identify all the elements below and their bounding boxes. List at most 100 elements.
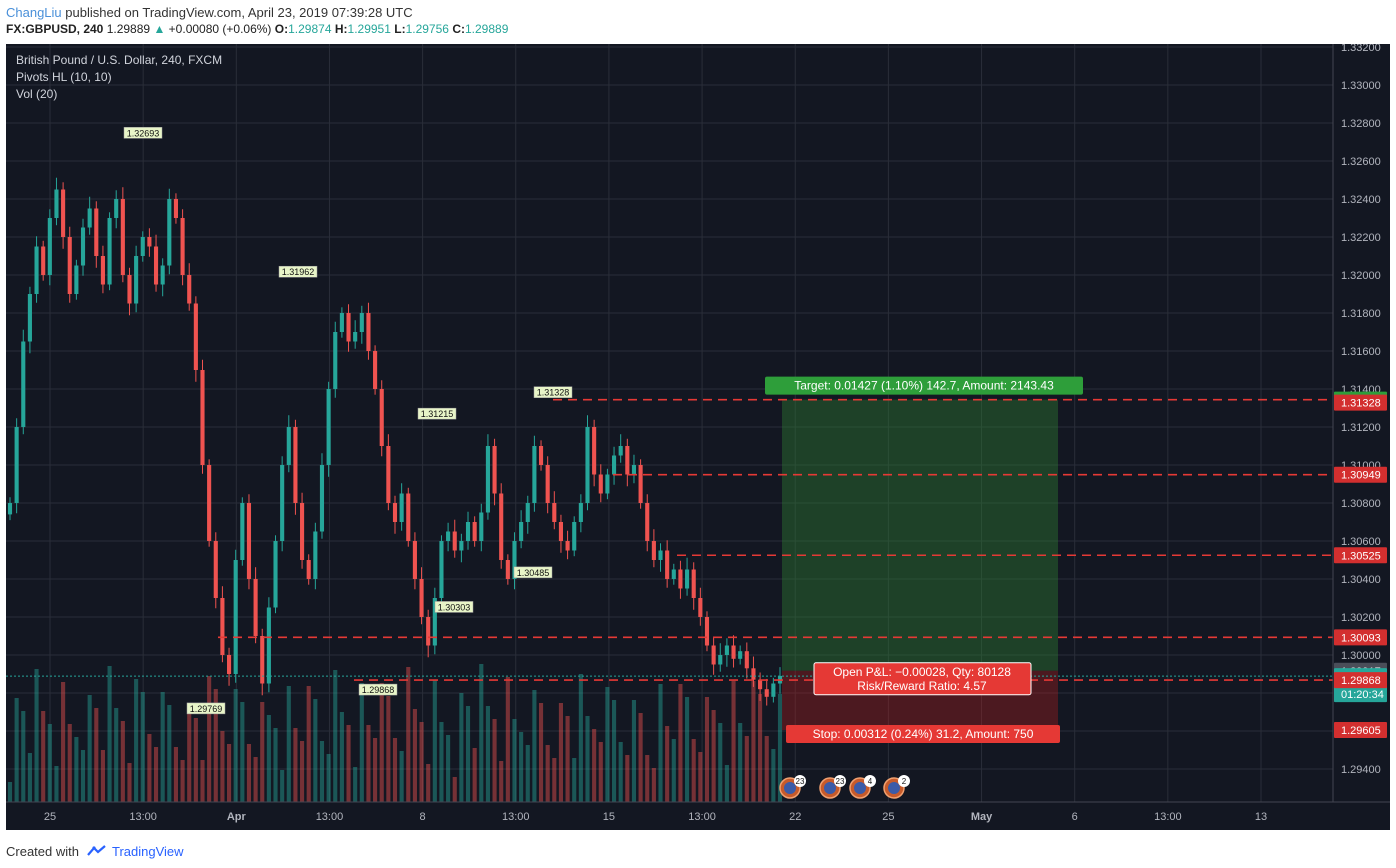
publish-text: published on TradingView.com, April 23, … [61, 5, 413, 20]
candle-body [465, 522, 471, 541]
pivot-label-bg [358, 683, 398, 696]
volume-bar [386, 696, 391, 802]
candle-body [764, 689, 769, 697]
candle-body [678, 569, 683, 589]
candle-body [34, 246, 39, 294]
candle-body [306, 560, 311, 579]
candle-body [492, 446, 497, 494]
candle-body [771, 683, 776, 697]
author-link[interactable]: ChangLiu [6, 5, 62, 20]
volume-bar [61, 682, 66, 802]
volume-bar [359, 683, 364, 802]
candle-body [645, 503, 650, 541]
chart-area[interactable]: 1.32693 1.31962 1.31215 1.31328 1.30485 1.303… [6, 42, 1390, 830]
candle-body [691, 569, 696, 598]
volume-bar [379, 683, 384, 802]
volume-bar [233, 689, 238, 802]
us-flag-event-icon [824, 782, 836, 794]
volume-bar [246, 744, 252, 802]
volume-bar [638, 713, 643, 802]
candle-body [592, 427, 597, 475]
volume-bar [585, 716, 590, 802]
volume-bar [439, 722, 444, 802]
ohlc-line: FX:GBPUSD, 240 1.29889 ▲ +0.00080 (+0.06… [6, 22, 508, 36]
candle-body [273, 541, 278, 608]
candle-body [499, 493, 504, 560]
volume-bar [306, 686, 311, 802]
price-axis-label-bg [1334, 722, 1387, 739]
candle-body [253, 579, 258, 636]
candle-body [353, 332, 358, 342]
candle-body [419, 579, 424, 617]
candle-body [611, 455, 617, 475]
candle-body [359, 313, 364, 332]
legend-volume[interactable]: Vol (20) [16, 87, 58, 101]
volume-bar [446, 735, 451, 802]
volume-bar [94, 708, 99, 802]
event-count: 4 [868, 777, 873, 786]
candle-body [47, 218, 52, 275]
volume-bar [100, 750, 105, 802]
volume-bar [499, 761, 504, 802]
candle-body [260, 636, 265, 684]
close-value: 1.29889 [464, 22, 509, 36]
volume-bar [452, 777, 457, 802]
volume-bar [465, 706, 471, 802]
rr-label: Risk/Reward Ratio: 4.57 [857, 679, 987, 693]
chart-legend: British Pound / U.S. Dollar, 240, FXCM P… [16, 52, 222, 103]
volume-bar [685, 697, 690, 802]
volume-bar [120, 721, 125, 802]
candle-body [379, 389, 384, 446]
volume-bar [399, 751, 404, 802]
candle-body [220, 598, 225, 655]
price-tick: 1.30400 [1341, 574, 1381, 586]
price-tick: 1.29400 [1341, 764, 1381, 776]
grid [6, 44, 1333, 802]
volume-bar [538, 703, 544, 802]
volume-bar [744, 736, 749, 802]
event-count: 23 [796, 777, 805, 786]
price-chart[interactable]: 1.32693 1.31962 1.31215 1.31328 1.30485 1.303… [6, 42, 1390, 830]
price-tick: 1.32800 [1341, 118, 1381, 130]
created-text: Created with [6, 844, 79, 859]
candle-body [27, 294, 32, 342]
candle-body [207, 465, 212, 541]
volume-bar [611, 700, 617, 802]
candle-body [74, 265, 79, 294]
level-lines [6, 398, 1333, 681]
tradingview-brand[interactable]: TradingView [112, 844, 184, 859]
volume-bar [313, 699, 318, 802]
candle-body [266, 607, 271, 684]
volume-bar [658, 684, 663, 802]
volume-bar [651, 768, 656, 802]
volume-bar [107, 666, 112, 802]
candle-body [685, 569, 690, 589]
volume-bar [578, 674, 583, 802]
candle-body [87, 208, 92, 228]
legend-pivots[interactable]: Pivots HL (10, 10) [16, 70, 112, 84]
volume-bar [319, 741, 325, 802]
candle-body [665, 550, 670, 579]
time-tick: 25 [882, 811, 894, 823]
candle-body [373, 351, 378, 389]
target-label-bg [765, 376, 1083, 395]
candle-body [625, 446, 630, 475]
symbol-label: FX:GBPUSD, 240 [6, 22, 104, 36]
volume-bar [333, 670, 338, 802]
volume-bar [339, 712, 344, 802]
volume-bar [293, 728, 298, 802]
time-tick: 15 [603, 811, 615, 823]
volume-bar [532, 690, 537, 802]
volume-bar [134, 679, 139, 802]
pivot-label-bg [278, 265, 318, 278]
price-tick: 1.30000 [1341, 650, 1381, 662]
publish-line: ChangLiu published on TradingView.com, A… [6, 5, 413, 20]
volume-bar [691, 739, 696, 802]
open-label: O: [274, 22, 289, 36]
volume-bar [479, 664, 484, 802]
low-value: 1.29756 [405, 22, 449, 36]
volume-bar [193, 718, 198, 802]
candle-body [226, 655, 232, 674]
candle-body [127, 275, 132, 304]
volume-bar [266, 715, 271, 802]
